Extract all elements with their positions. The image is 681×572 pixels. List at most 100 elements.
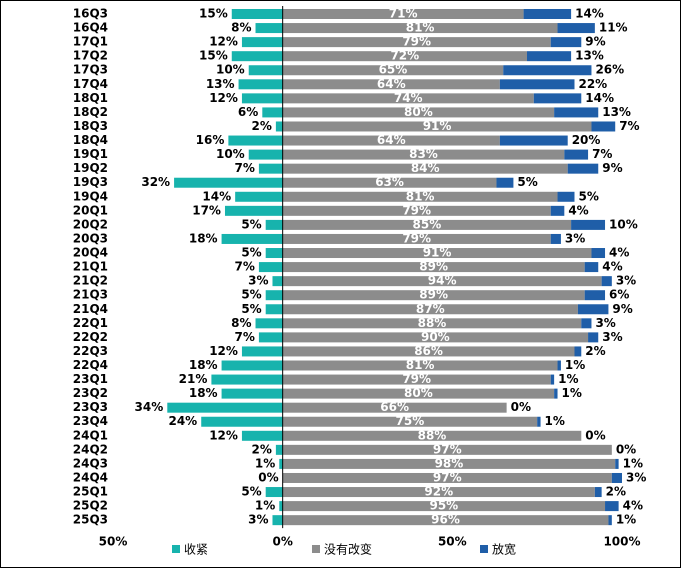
bar-segment [550,205,565,216]
value-label: 8% [231,21,251,35]
bar-segment [241,37,283,48]
value-label: 88% [418,428,447,442]
legend-label: 收紧 [184,543,208,557]
legend-swatch [172,545,180,553]
value-label: 10% [216,147,245,161]
bar-segment [282,262,585,273]
value-label: 88% [418,316,447,330]
value-label: 3% [626,470,646,484]
bar-segment [499,79,575,90]
bar-segment [221,233,283,244]
value-label: 81% [406,358,435,372]
bar-segment [537,416,541,427]
value-label: 75% [396,414,425,428]
bar-segment [282,332,589,343]
y-tick-label: 25Q2 [73,499,108,513]
bar-segment [279,458,283,469]
legend-label: 没有改变 [324,542,372,557]
bar-segment [550,374,555,385]
value-label: 2% [252,442,272,456]
value-label: 6% [238,105,258,119]
value-label: 12% [209,91,238,105]
bar-segment [275,121,283,132]
bar-segment [231,9,283,19]
bar-segment [282,501,606,512]
bar-segment [574,346,582,357]
bar-segment [615,458,619,469]
y-tick-label: 24Q3 [73,456,108,470]
value-label: 3% [602,330,622,344]
bar-segment [282,430,582,441]
bar-segment [523,9,572,19]
y-tick-label: 22Q2 [73,330,108,344]
value-label: 89% [419,288,448,302]
y-tick-label: 19Q3 [73,175,108,189]
bar-segment [557,360,561,371]
bar-segment [282,360,558,371]
value-label: 1% [558,372,578,386]
value-label: 81% [406,189,435,203]
bar-segment [265,248,283,259]
value-label: 3% [248,274,268,288]
y-tick-label: 20Q4 [73,246,108,260]
bar-segment [201,416,283,427]
bar-segment [282,51,527,62]
bar-segment [282,93,534,104]
y-tick-label: 18Q2 [73,105,108,119]
value-label: 1% [255,456,275,470]
value-label: 1% [565,358,585,372]
bar-segment [241,430,283,441]
x-tick-label: 50% [438,535,467,549]
value-label: 5% [241,288,261,302]
value-label: 2% [606,485,626,499]
value-label: 66% [380,400,409,414]
value-label: 7% [619,119,639,133]
bar-segment [275,444,283,455]
bar-segment [265,304,283,315]
value-label: 83% [409,147,438,161]
y-tick-label: 22Q4 [73,358,108,372]
bar-segment [503,65,592,76]
bar-segment [584,262,599,273]
value-label: 14% [585,91,614,105]
bar-segment [272,276,283,287]
bar-segment [564,149,589,160]
y-tick-label: 21Q1 [73,260,108,274]
bar-segment [241,93,283,104]
bar-segment [231,51,283,62]
y-tick-label: 22Q3 [73,344,108,358]
value-label: 81% [406,21,435,35]
value-label: 7% [592,147,612,161]
bar-segment [282,219,572,230]
bar-segment [248,149,283,160]
bar-segment [265,219,283,230]
bar-segment [282,346,575,357]
value-label: 5% [241,246,261,260]
y-tick-label: 20Q3 [73,231,108,245]
y-tick-label: 23Q4 [73,414,108,428]
legend-swatch [312,545,320,553]
y-tick-label: 21Q2 [73,274,108,288]
bar-segment [533,93,582,104]
x-tick-label: 0% [272,535,292,549]
value-label: 24% [168,414,197,428]
bar-segment [258,332,283,343]
value-label: 14% [202,189,231,203]
value-label: 12% [209,344,238,358]
y-tick-label: 17Q1 [73,35,108,49]
y-tick-label: 19Q4 [73,189,108,203]
y-tick-label: 16Q3 [73,7,108,21]
bar-segment [567,163,599,174]
y-tick-label: 17Q3 [73,63,108,77]
value-label: 7% [235,260,255,274]
bar-segment [282,444,612,455]
y-tick-label: 16Q4 [73,21,108,35]
value-label: 34% [135,400,164,414]
value-label: 64% [377,133,406,147]
bar-segment [221,388,283,399]
bar-segment [591,248,606,259]
bar-segment [282,458,616,469]
bar-segment [282,388,555,399]
bar-segment [279,501,283,512]
value-label: 6% [609,288,629,302]
